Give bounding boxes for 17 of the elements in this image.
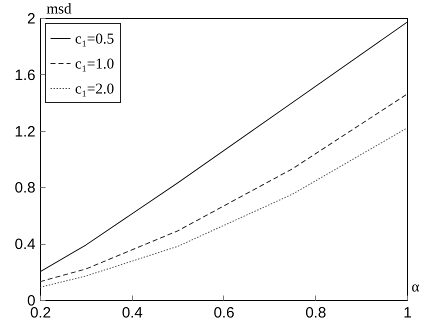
- x-tick-label: 0.6: [214, 304, 234, 322]
- legend-label: c₁=2.0: [75, 82, 114, 98]
- legend-label: c₁=0.5: [75, 32, 114, 48]
- legend-label: c₁=1.0: [75, 56, 114, 72]
- y-axis-title: msd: [46, 2, 72, 18]
- x-axis-title: α: [412, 280, 420, 296]
- y-tick-label: 0.8: [14, 180, 36, 197]
- y-tick-label: 1.6: [14, 66, 36, 84]
- x-tick-label: 0.4: [122, 304, 143, 322]
- x-tick-label: 0.2: [30, 304, 51, 322]
- line-series: [40, 22, 408, 272]
- y-tick-label: 2: [27, 10, 36, 28]
- y-tick-label: 1.2: [14, 123, 36, 140]
- line-series: [40, 127, 408, 288]
- x-tick-label: 1: [403, 304, 412, 322]
- y-tick-label: 0.4: [14, 236, 36, 254]
- x-tick-label: 0.8: [305, 304, 326, 322]
